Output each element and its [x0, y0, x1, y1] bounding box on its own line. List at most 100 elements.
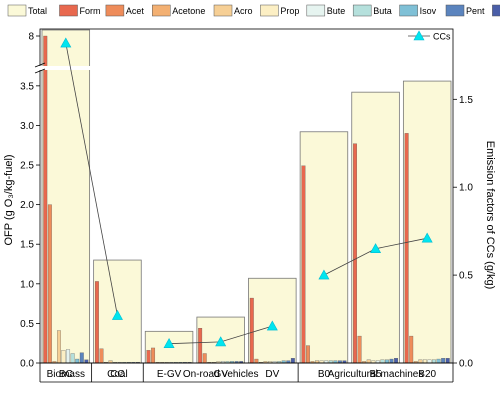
legend-label: Buta: [373, 6, 392, 16]
x-tick-label: GV: [213, 369, 228, 380]
ccs-point: [421, 232, 433, 243]
species-bar: [70, 353, 75, 364]
total-bar: [351, 91, 400, 364]
y2-tick-label: 0.5: [459, 271, 473, 282]
species-bar: [301, 165, 306, 364]
species-bar: [61, 350, 66, 364]
ccs-line-segment: [323, 248, 376, 276]
x-tick-label: B0: [318, 369, 331, 380]
legend-label: Bute: [327, 6, 346, 16]
species-bar: [146, 350, 151, 364]
axis-break-mark: [34, 68, 46, 74]
x-tick-label: B5: [369, 369, 382, 380]
species-bar: [43, 35, 48, 364]
x-tick-label: BC: [59, 369, 73, 380]
y2-tick-label: 1.0: [459, 183, 473, 194]
legend-swatch: [492, 4, 500, 17]
x-tick-label: E-GV: [157, 369, 182, 380]
species-bar: [357, 335, 362, 364]
y-tick-label: 3.5: [20, 81, 34, 92]
legend-label: Acro: [234, 6, 253, 16]
species-bar: [79, 352, 84, 364]
ccs-line-segment: [169, 341, 221, 345]
legend-label: Acetone: [172, 6, 205, 16]
group-label: Agricultural machines: [328, 369, 424, 380]
y-tick-label: 1.5: [20, 240, 34, 251]
species-bar: [75, 358, 80, 364]
legend-ccs-marker: [413, 30, 425, 41]
species-bar: [151, 347, 156, 364]
species-bar: [353, 143, 357, 364]
species-bar: [99, 348, 104, 364]
x-tick-label: CC: [110, 369, 124, 380]
legend-swatch: [306, 4, 326, 17]
species-bar: [198, 328, 203, 364]
y-axis-label: OFP (g O₃/kg-fuel): [3, 154, 15, 245]
legend-swatch: [105, 4, 125, 17]
legend-swatch: [59, 4, 78, 17]
species-bar: [47, 204, 52, 364]
ccs-line-segment: [220, 325, 273, 343]
species-bar: [202, 353, 207, 364]
y2-tick-label: 0.0: [459, 359, 473, 370]
y-tick-label: 2.5: [20, 161, 34, 172]
ccs-point: [266, 320, 278, 331]
species-bar: [84, 359, 89, 364]
legend-swatch: [7, 4, 27, 17]
y-tick-label: 0.5: [20, 319, 34, 330]
species-bar: [445, 358, 450, 364]
x-tick-label: B20: [418, 369, 436, 380]
bar-break-gap: [41, 66, 91, 70]
group-label: Biomass: [47, 369, 85, 380]
species-bar: [366, 359, 371, 364]
species-bar: [380, 359, 385, 364]
legend-swatch: [152, 4, 171, 17]
species-bar: [418, 359, 423, 364]
y-tick-label: 3.0: [20, 121, 34, 132]
species-bar: [422, 359, 427, 364]
species-bar: [409, 335, 414, 364]
legend-label: CCs: [433, 32, 451, 42]
x-tick-label: DV: [265, 369, 279, 380]
legend-label: Pent: [466, 6, 485, 16]
y-tick-label: 0.0: [20, 359, 34, 370]
species-bar: [66, 349, 71, 364]
ccs-point: [60, 37, 72, 48]
species-bar: [57, 330, 61, 364]
axes: 0.0 0.5 1.0 1.5 2.0 2.5 3.0 3.5 8 0.0 0.5 1.0 1.5 BC C…: [20, 28, 473, 383]
legend-label: Acet: [126, 6, 145, 16]
y-tick-label: 8: [28, 32, 34, 43]
ccs-line-segment: [375, 237, 428, 250]
species-bar: [94, 281, 99, 364]
species-bar: [436, 358, 441, 364]
y-tick-label: 1.0: [20, 279, 34, 290]
legend-swatch: [260, 4, 279, 17]
species-bar: [427, 359, 432, 364]
total-bar: [402, 80, 452, 364]
legend: Total Form Acet Acetone Acro Prop Bute Buta Isov…: [7, 4, 500, 42]
y2-tick-label: 1.5: [459, 95, 473, 106]
ccs-point: [215, 336, 227, 347]
species-bar: [441, 358, 446, 364]
species-bar: [432, 359, 436, 364]
total-bar: [299, 131, 349, 364]
ccs-point: [318, 269, 330, 280]
legend-label: Isov: [420, 6, 437, 16]
legend-label: Prop: [280, 6, 299, 16]
legend-label: Form: [80, 6, 101, 16]
bars: [41, 29, 452, 364]
ccs-line-segment: [65, 42, 118, 316]
species-bar: [394, 358, 399, 364]
species-bar: [404, 133, 409, 364]
species-bar: [254, 358, 259, 364]
species-bar: [306, 345, 310, 364]
ccs-point: [370, 243, 382, 254]
y2-axis-label: Emission factors of CCs (g/kg): [484, 141, 496, 290]
species-bar: [249, 297, 254, 364]
legend-swatch: [213, 4, 233, 17]
axis-break-mark: [34, 62, 46, 68]
y-tick-label: 2.0: [20, 200, 34, 211]
legend-swatch: [445, 4, 465, 17]
species-bar: [389, 358, 394, 364]
ccs-point: [163, 338, 175, 348]
